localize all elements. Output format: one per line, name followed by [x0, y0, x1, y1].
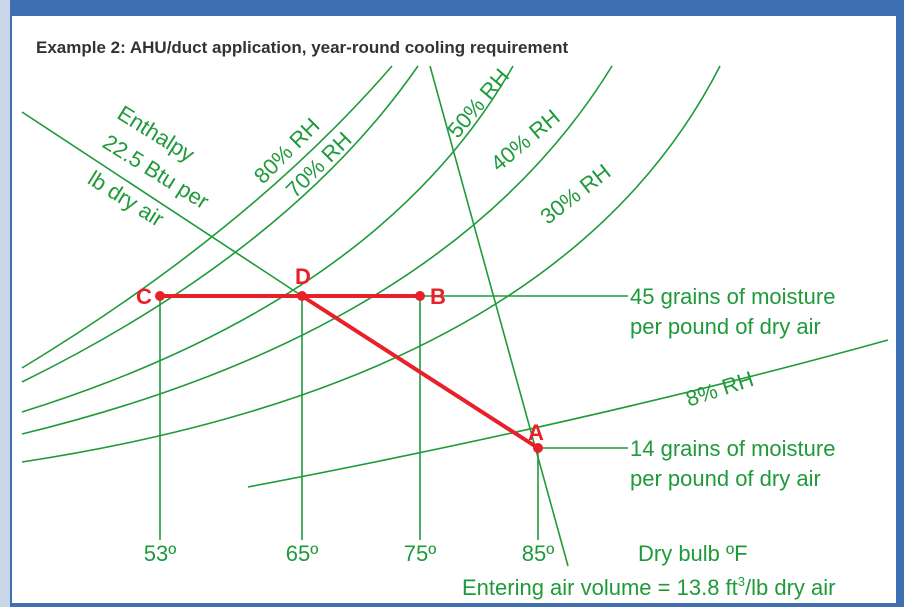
rh-curve [21, 65, 419, 383]
point-label: D [295, 264, 311, 289]
rh-curve [21, 65, 514, 413]
panel [12, 16, 896, 603]
point-label: B [430, 284, 446, 309]
temp-label: 65º [286, 541, 319, 566]
volume-text: Entering air volume = 13.8 ft [462, 575, 738, 600]
rh-curve [247, 339, 889, 488]
point-dot [297, 291, 307, 301]
enthalpy-line [21, 111, 303, 297]
moisture-label: 14 grains of moisture [630, 436, 835, 461]
point-label: C [136, 284, 152, 309]
process-line [300, 294, 540, 450]
volume-line [429, 65, 569, 567]
point-dot [415, 291, 425, 301]
point-label: A [528, 420, 544, 445]
axis-label: Dry bulb ºF [638, 541, 748, 566]
temp-label: 53º [144, 541, 177, 566]
moisture-label: per pound of dry air [630, 466, 821, 491]
moisture-label: per pound of dry air [630, 314, 821, 339]
volume-suffix: /lb dry air [745, 575, 835, 600]
rh-curve [21, 65, 393, 369]
point-dot [533, 443, 543, 453]
temp-label: 85º [522, 541, 555, 566]
title: Example 2: AHU/duct application, year-ro… [36, 38, 568, 57]
moisture-label: 45 grains of moisture [630, 284, 835, 309]
volume-superscript: 3 [738, 574, 745, 589]
volume-label: Entering air volume = 13.8 ft3/lb dry ai… [462, 574, 835, 600]
side-strip [0, 0, 10, 607]
point-dot [155, 291, 165, 301]
rh-curve [21, 65, 721, 463]
temp-label: 75º [404, 541, 437, 566]
rh-curve [21, 65, 613, 435]
